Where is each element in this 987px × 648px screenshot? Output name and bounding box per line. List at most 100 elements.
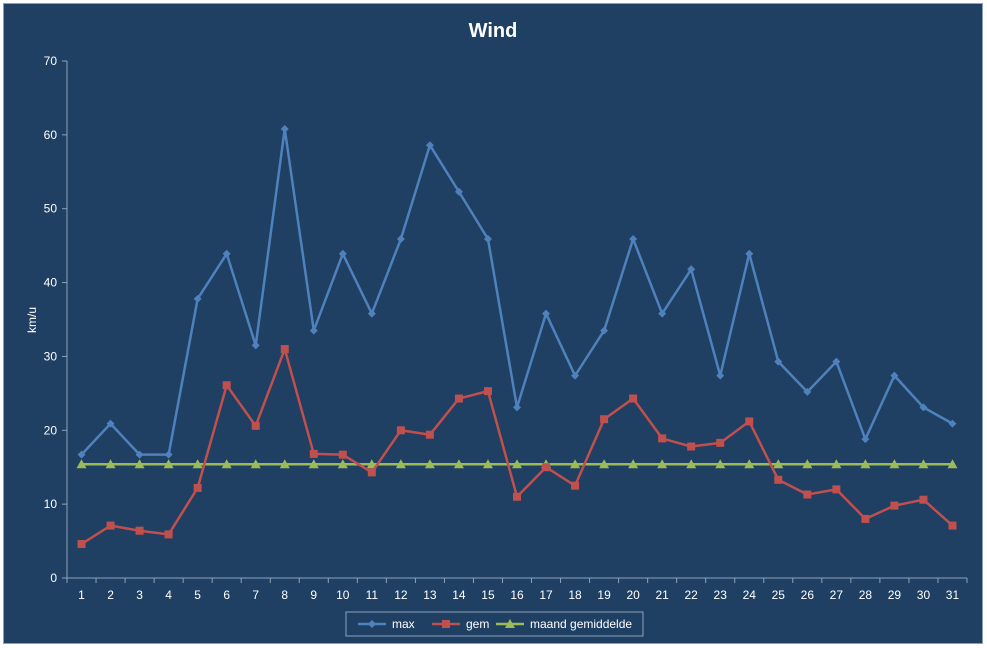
x-tick-label: 24 [743,588,757,602]
data-point-gem [222,381,231,390]
data-point-maand-gemiddelde [889,459,900,469]
data-point-maand-gemiddelde [686,459,697,469]
chart-title: Wind [469,20,518,42]
data-point-maand-gemiddelde [221,459,232,469]
data-point-gem [716,438,725,447]
legend-box [345,611,644,637]
y-tick-label: 60 [44,128,58,142]
data-point-max [164,450,173,459]
data-point-max [222,249,231,258]
x-tick-label: 27 [830,588,844,602]
data-point-gem [745,417,754,426]
data-point-gem [919,495,928,504]
x-tick-label: 19 [597,588,611,602]
data-point-maand-gemiddelde [918,459,929,469]
x-tick-label: 17 [539,588,553,602]
data-point-maand-gemiddelde [482,459,493,469]
data-point-max [948,419,957,428]
data-point-maand-gemiddelde [250,459,261,469]
data-point-max [542,309,551,318]
data-point-gem [658,434,667,443]
data-point-max [106,419,115,428]
x-tick-label: 28 [859,588,873,602]
y-tick-label: 30 [44,349,58,363]
data-point-gem [571,481,580,490]
data-point-gem [832,485,841,494]
y-tick-label: 10 [44,497,58,511]
legend-label: maand gemiddelde [530,617,632,631]
data-point-maand-gemiddelde [657,459,668,469]
x-tick-label: 7 [252,588,259,602]
x-tick-label: 16 [510,588,524,602]
data-point-gem [251,421,260,430]
data-point-max [367,309,376,318]
x-tick-label: 2 [107,588,114,602]
data-point-maand-gemiddelde [744,459,755,469]
data-point-max [803,387,812,396]
data-point-maand-gemiddelde [105,459,116,469]
legend-item-maand-gemiddelde: maand gemiddelde [496,617,632,631]
data-point-gem [890,501,899,510]
data-point-gem [338,450,347,459]
data-point-max [890,371,899,380]
data-point-max [687,265,696,274]
x-tick-label: 6 [223,588,230,602]
data-point-max [280,124,289,133]
x-tick-label: 8 [281,588,288,602]
x-tick-label: 23 [714,588,728,602]
x-tick-label: 20 [626,588,640,602]
data-point-maand-gemiddelde [163,459,174,469]
data-point-gem [629,394,638,403]
legend-swatch-marker [505,619,515,628]
data-point-gem [542,463,551,472]
x-tick-label: 30 [917,588,931,602]
y-tick-label: 40 [44,276,58,290]
data-point-gem [600,415,609,424]
data-point-maand-gemiddelde [599,459,610,469]
x-tick-label: 14 [452,588,466,602]
data-point-gem [425,430,434,439]
series-gem [77,345,957,549]
data-point-max [919,403,928,412]
x-tick-label: 1 [78,588,85,602]
legend-swatch-marker [442,620,450,628]
data-point-gem [309,449,318,458]
data-point-max [600,326,609,335]
data-point-gem [687,442,696,451]
data-point-maand-gemiddelde [424,459,435,469]
x-tick-label: 3 [136,588,143,602]
y-tick-label: 50 [44,202,58,216]
legend-item-gem: gem [432,617,489,631]
y-axis-label: km/u [25,307,39,333]
data-point-maand-gemiddelde [512,459,522,469]
series-maand-gemiddelde [76,459,958,469]
x-tick-label: 25 [772,588,786,602]
y-tick-label: 0 [50,571,57,585]
data-point-maand-gemiddelde [628,459,639,469]
data-point-max [193,294,202,303]
data-point-gem [135,526,144,535]
data-point-max [77,450,86,459]
data-point-max [251,341,260,350]
x-tick-label: 22 [685,588,699,602]
data-point-max [658,309,667,318]
data-point-max [571,371,580,380]
x-tick-label: 12 [394,588,408,602]
data-point-gem [280,345,289,354]
series-max [77,124,957,459]
data-point-maand-gemiddelde [366,459,377,469]
x-tick-label: 11 [366,588,379,602]
y-tick-label: 70 [44,54,58,68]
data-point-max [832,357,841,366]
x-tick-label: 29 [888,588,902,602]
x-tick-label: 9 [310,588,317,602]
data-point-maand-gemiddelde [192,459,203,469]
legend-label: max [392,617,415,631]
x-tick-label: 13 [423,588,437,602]
data-point-max [425,141,434,150]
data-point-gem [367,468,376,477]
data-point-max [774,357,783,366]
x-tick-label: 31 [946,588,960,602]
legend: max gem maand gemiddelde [345,611,644,637]
data-point-maand-gemiddelde [76,459,87,469]
